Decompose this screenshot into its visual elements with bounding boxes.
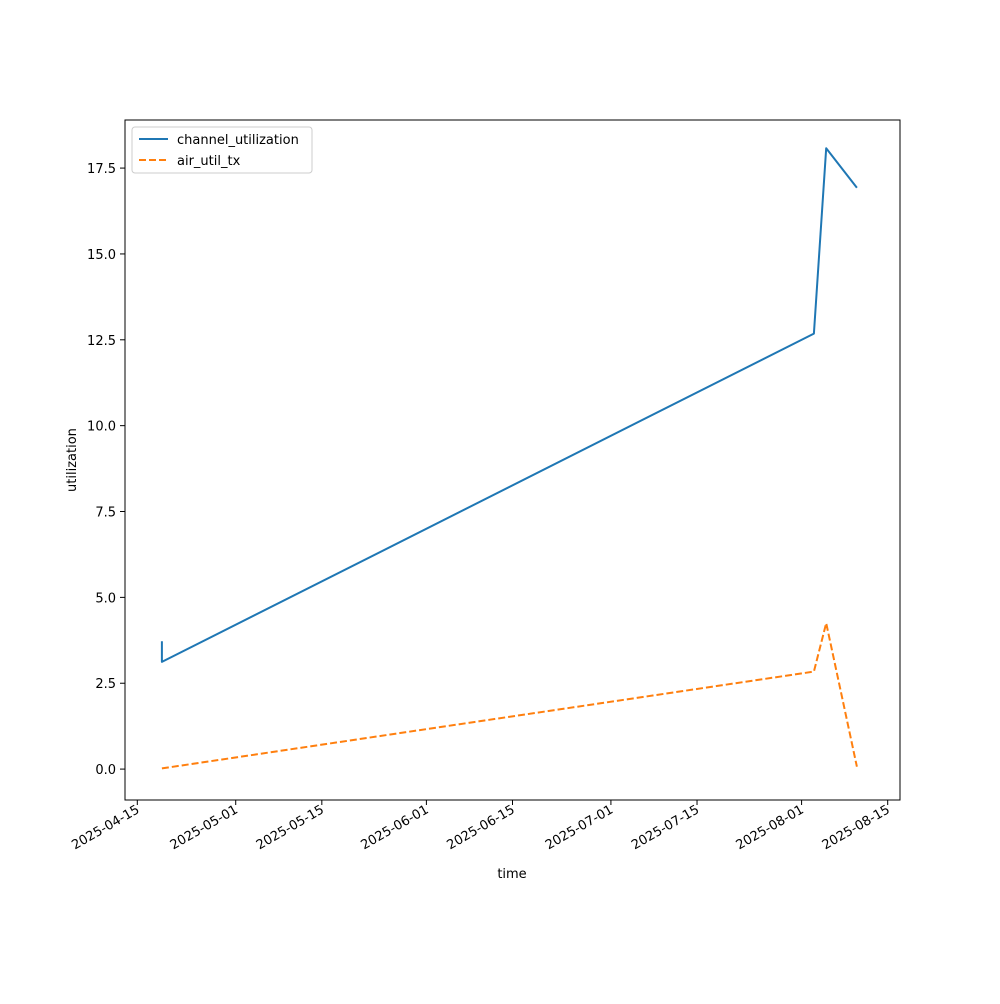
- y-tick-label: 15.0: [87, 248, 116, 263]
- legend: channel_utilization air_util_tx: [131, 126, 313, 174]
- series-line-air-util-tx: [161, 622, 858, 770]
- plot-area: [125, 120, 900, 800]
- legend-label-air-util-tx: air_util_tx: [177, 154, 241, 169]
- x-axis-title: time: [497, 867, 526, 882]
- y-tick-label: 10.0: [87, 420, 116, 435]
- y-tick-label: 0.0: [95, 763, 116, 778]
- series-layer: [160, 147, 858, 770]
- series-line-channel-utilization: [160, 147, 858, 663]
- y-axis-title: utilization: [65, 428, 80, 492]
- y-tick-label: 7.5: [95, 506, 116, 521]
- legend-label-channel-utilization: channel_utilization: [177, 133, 299, 148]
- y-tick-label: 12.5: [87, 334, 116, 349]
- y-tick-label: 5.0: [95, 591, 116, 606]
- y-tick-label: 17.5: [87, 162, 116, 177]
- y-tick-label: 2.5: [95, 677, 116, 692]
- legend-box: [131, 126, 313, 174]
- y-axis: 0.0 2.5 5.0 7.5 10.0 12.5 15.0 17.5: [87, 162, 125, 778]
